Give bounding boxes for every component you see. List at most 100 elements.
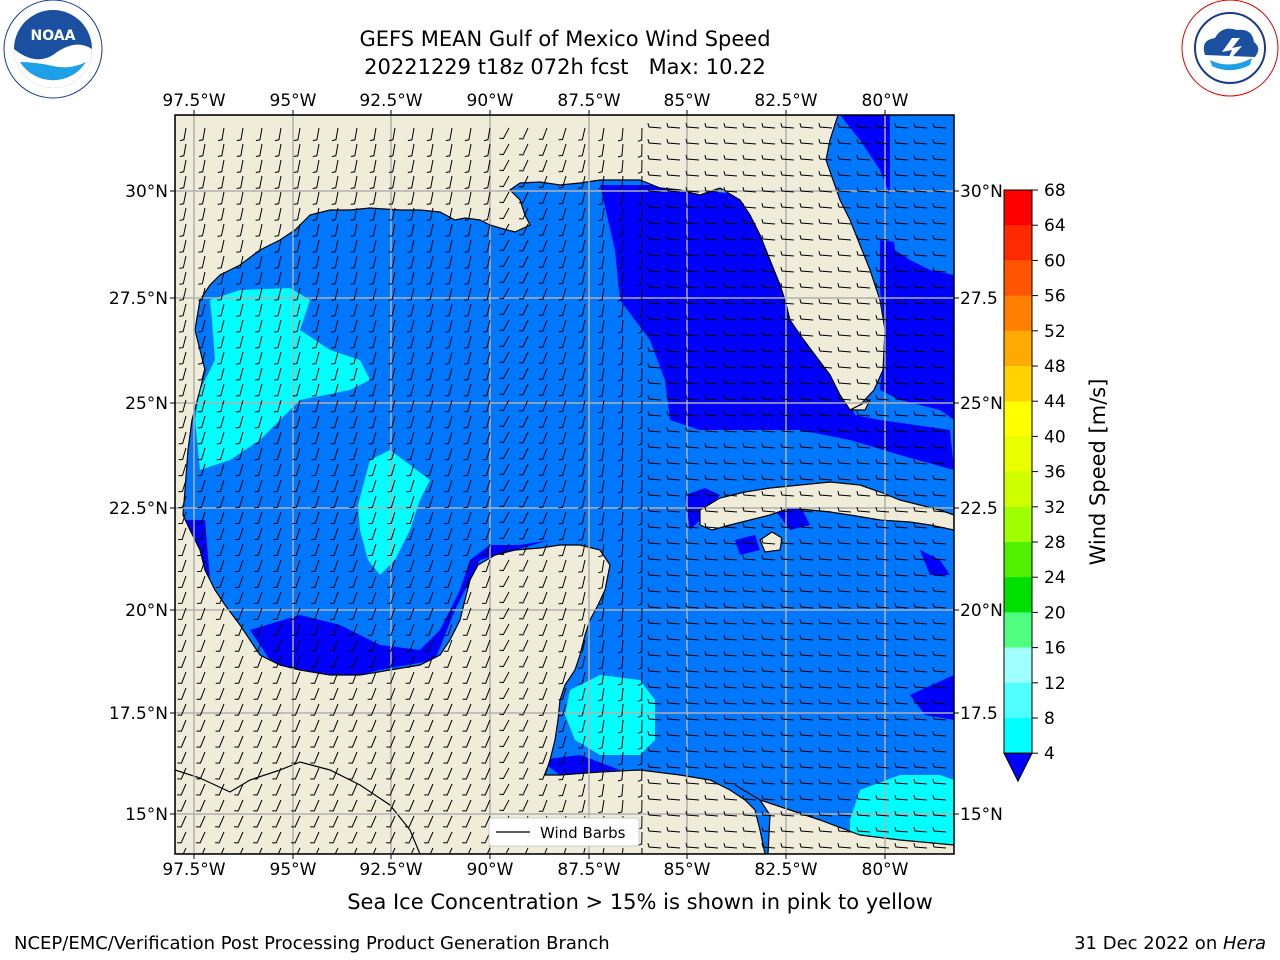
wind-barb <box>312 319 320 333</box>
wind-barb <box>563 847 567 854</box>
wind-barb <box>578 559 586 573</box>
wind-barb <box>348 831 358 844</box>
wind-barb <box>253 767 263 780</box>
wind-barb <box>742 266 757 273</box>
wind-barb <box>406 447 415 461</box>
wind-barb <box>197 431 206 445</box>
wind-barb <box>578 607 586 621</box>
wind-barb <box>685 650 700 657</box>
wind-barb <box>598 319 605 334</box>
wind-barb <box>405 639 415 652</box>
wind-barb <box>856 634 871 641</box>
wind-barb <box>704 794 719 801</box>
wind-barb <box>368 527 377 541</box>
wind-barb <box>234 751 244 764</box>
wind-barb <box>405 607 415 620</box>
wind-barb <box>217 223 225 237</box>
wind-barb <box>558 383 567 397</box>
wind-barb <box>179 143 187 157</box>
wind-barb <box>179 159 187 173</box>
wind-barb <box>425 479 434 493</box>
wind-barb <box>329 831 339 844</box>
wind-barb <box>255 127 263 142</box>
wind-barb <box>598 623 605 638</box>
wind-barb <box>483 319 491 333</box>
wind-barb <box>780 362 795 369</box>
wind-barb <box>311 399 320 413</box>
wind-barb <box>349 367 358 381</box>
wind-barb <box>386 735 396 748</box>
wind-barb <box>913 314 928 321</box>
wind-barb <box>932 682 947 689</box>
wind-barb <box>647 682 662 689</box>
wind-barb <box>837 842 852 849</box>
wind-barb <box>217 207 225 221</box>
wind-barb <box>235 495 244 509</box>
wind-barb <box>704 186 719 193</box>
wind-barb <box>349 351 358 365</box>
wind-barb <box>291 799 301 812</box>
wind-barb <box>272 815 282 828</box>
wind-barb <box>273 495 282 509</box>
wind-barb <box>292 527 301 541</box>
wind-barb <box>598 127 605 142</box>
wind-barb <box>666 138 681 145</box>
wind-barb <box>405 783 415 796</box>
wind-barb <box>666 730 681 737</box>
wind-barb <box>894 554 909 561</box>
wind-barb <box>598 399 605 414</box>
footer-host: Hera <box>1222 933 1266 954</box>
wind-barb <box>315 847 320 854</box>
wind-barb <box>177 719 187 732</box>
wind-barb <box>463 511 472 525</box>
wind-barb <box>685 682 700 689</box>
wind-barb <box>179 207 187 221</box>
wind-barb <box>292 335 301 349</box>
wind-barb <box>598 143 605 158</box>
wind-barb <box>932 554 947 561</box>
wind-barb <box>894 698 909 705</box>
wind-barb <box>391 847 396 854</box>
wind-barb <box>617 223 624 238</box>
wind-barb <box>799 154 814 161</box>
wind-barb <box>894 602 909 609</box>
wind-barb <box>311 575 320 588</box>
wind-barb <box>499 399 510 412</box>
wind-barb <box>598 639 605 654</box>
wind-barb <box>685 378 700 385</box>
wind-barb <box>197 383 206 397</box>
wind-barb <box>253 671 263 684</box>
wind-barb <box>932 826 947 833</box>
wind-barb <box>856 602 871 609</box>
wind-barb <box>330 479 339 493</box>
wind-barb <box>761 298 776 305</box>
wind-barb <box>311 527 320 541</box>
wind-barb <box>445 255 453 269</box>
wind-barb <box>723 186 738 193</box>
wind-barb <box>538 143 548 156</box>
wind-barb <box>856 714 871 721</box>
wind-barb <box>598 479 605 494</box>
wind-barb <box>637 783 643 798</box>
wind-barb <box>875 346 890 353</box>
wind-barb <box>780 570 795 577</box>
wind-barb <box>837 538 852 545</box>
wind-barb <box>780 314 795 321</box>
wind-barb <box>197 399 206 413</box>
wind-barb <box>799 698 814 705</box>
wind-barb <box>445 239 453 253</box>
lat-label-left: 17.5°N <box>109 704 168 724</box>
colorbar-tick-label: 60 <box>1044 251 1066 271</box>
wind-barb <box>410 847 415 854</box>
wind-barb <box>894 586 909 593</box>
wind-barb <box>856 778 871 785</box>
wind-barb <box>330 351 339 365</box>
wind-barb <box>462 623 472 636</box>
wind-barb <box>312 143 320 157</box>
wind-barb <box>329 815 339 828</box>
wind-barb <box>647 234 662 241</box>
map-area <box>175 115 954 854</box>
wind-barb <box>578 175 586 189</box>
wind-barb <box>329 607 339 620</box>
wind-barb <box>666 794 681 801</box>
